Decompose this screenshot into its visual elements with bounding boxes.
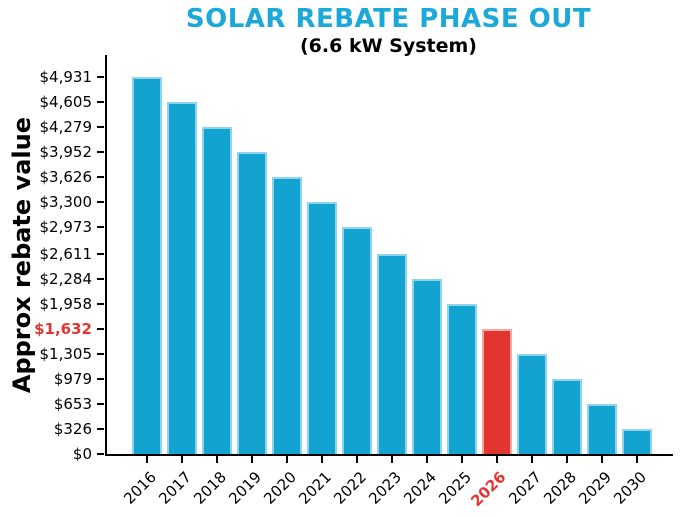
x-label-2026: 2026 [467,468,510,511]
y-tick-label-11: $3,626 [39,167,93,186]
chart-title: SOLAR REBATE PHASE OUT [185,4,592,34]
y-tick-label-2: $653 [53,395,92,414]
y-tick-label-8: $2,611 [39,245,93,264]
x-tick-2029 [600,456,603,463]
y-tick-14 [97,100,104,103]
bar-2022 [341,226,372,454]
y-tick-label-1: $326 [53,420,92,439]
y-tick-5 [97,328,104,331]
y-tick-label-0: $0 [72,445,92,463]
x-label-2029: 2029 [574,468,615,508]
x-tick-2019 [250,456,253,463]
y-tick-13 [97,125,104,128]
x-tick-2025 [460,456,463,463]
x-label-2019: 2019 [224,468,265,508]
bar-2017 [166,101,197,454]
x-label-2017: 2017 [154,468,195,508]
x-label-2020: 2020 [259,468,300,508]
bar-2027 [516,354,547,454]
bar-2028 [551,379,582,454]
y-tick-2 [97,403,104,406]
x-tick-2018 [215,456,218,463]
y-tick-12 [97,150,104,153]
x-tick-2020 [285,456,288,463]
y-tick-10 [97,200,104,203]
bar-2024 [411,279,442,454]
y-tick-11 [97,175,104,178]
x-tick-2022 [355,456,358,463]
y-tick-label-10: $3,300 [39,192,93,211]
bar-2016 [131,77,162,454]
x-tick-2017 [180,456,183,463]
x-label-2025: 2025 [434,468,475,508]
y-tick-1 [97,428,104,431]
x-label-2027: 2027 [504,468,545,508]
bar-2029 [586,404,617,454]
x-tick-2028 [565,456,568,463]
y-tick-label-7: $2,284 [39,270,93,289]
y-tick-label-6: $1,958 [39,295,93,314]
bar-2020 [271,176,302,454]
bar-2030 [621,429,652,454]
x-label-2022: 2022 [329,468,370,508]
bar-2025 [446,304,477,454]
x-tick-2016 [145,456,148,463]
y-axis-spine [105,55,107,456]
x-label-2021: 2021 [294,468,335,508]
x-label-2023: 2023 [364,468,405,508]
y-tick-4 [97,353,104,356]
y-tick-3 [97,378,104,381]
y-axis-label: Approx rebate value [8,57,36,454]
x-label-2024: 2024 [399,468,440,508]
bar-2018 [201,126,232,454]
x-tick-2027 [530,456,533,463]
y-tick-label-4: $1,305 [39,345,93,364]
plot-area: 2016 2017 2018 2019 2020 2021 2022 2023 2024 2025… [34,57,672,510]
y-tick-label-13: $4,279 [39,117,93,136]
x-label-2030: 2030 [609,468,650,508]
x-label-2016: 2016 [119,468,160,508]
y-tick-label-12: $3,952 [39,142,93,161]
x-tick-2024 [425,456,428,463]
y-tick-15 [97,76,104,78]
y-tick-label-9: $2,973 [39,217,93,236]
x-label-2018: 2018 [189,468,230,508]
x-tick-2021 [320,456,323,463]
y-tick-0 [97,453,104,455]
bar-2023 [376,254,407,454]
y-tick-8 [97,253,104,256]
bar-2021 [306,201,337,454]
y-tick-6 [97,303,104,306]
bar-2026 [481,329,512,454]
x-label-2028: 2028 [539,468,580,508]
bar-2019 [236,151,267,454]
x-axis-spine [105,454,673,456]
y-axis-label-text: Approx rebate value [8,117,36,394]
y-tick-label-15: $4,931 [39,68,93,86]
y-tick-label-14: $4,605 [39,92,93,111]
x-tick-2026 [495,456,498,463]
y-tick-label-3: $979 [53,370,92,389]
chart-subtitle: (6.6 kW System) [300,35,477,57]
x-tick-2023 [390,456,393,463]
y-tick-7 [97,278,104,281]
x-tick-2030 [635,456,638,463]
y-tick-label-5: $1,632 [34,320,92,339]
y-tick-9 [97,225,104,228]
